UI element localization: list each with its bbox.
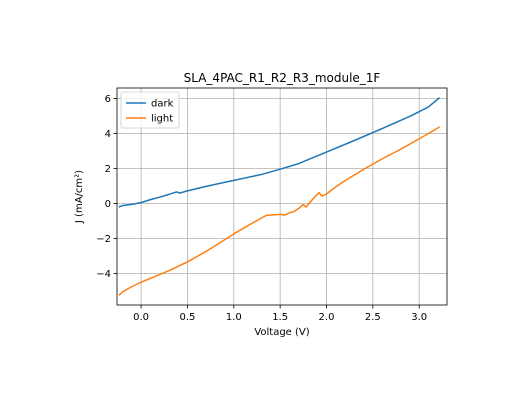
series-line-light	[118, 126, 440, 296]
y-tick-label: 6	[105, 94, 111, 105]
x-tick-label: 2.5	[365, 312, 381, 323]
y-tick-label: −2	[96, 234, 111, 245]
x-axis-label: Voltage (V)	[254, 327, 309, 338]
y-tick-label: 0	[105, 199, 111, 210]
legend-label-light: light	[151, 114, 173, 125]
y-axis-label: J (mA/cm²)	[74, 170, 85, 224]
legend-label-dark: dark	[151, 99, 174, 110]
y-tick-label: 4	[105, 129, 111, 140]
x-tick-label: 0.5	[179, 312, 195, 323]
x-tick-label: 1.5	[272, 312, 288, 323]
legend-box	[120, 91, 180, 129]
series-lines	[118, 97, 441, 296]
x-tick-label: 1.0	[226, 312, 242, 323]
x-tick-label: 3.0	[411, 312, 427, 323]
y-tick-label: −4	[96, 269, 111, 280]
series-line-dark	[118, 97, 441, 208]
x-tick-label: 2.0	[319, 312, 335, 323]
x-tick-label: 0.0	[133, 312, 149, 323]
y-tick-label: 2	[105, 164, 111, 175]
chart-title: SLA_4PAC_R1_R2_R3_module_1F	[184, 71, 381, 85]
legend: dark light	[120, 91, 180, 129]
plot-frame	[116, 87, 448, 306]
ticks: 0.0 0.5 1.0 1.5 2.0 2.5 3.0 −4 −2 0 2 4 6	[96, 94, 427, 323]
